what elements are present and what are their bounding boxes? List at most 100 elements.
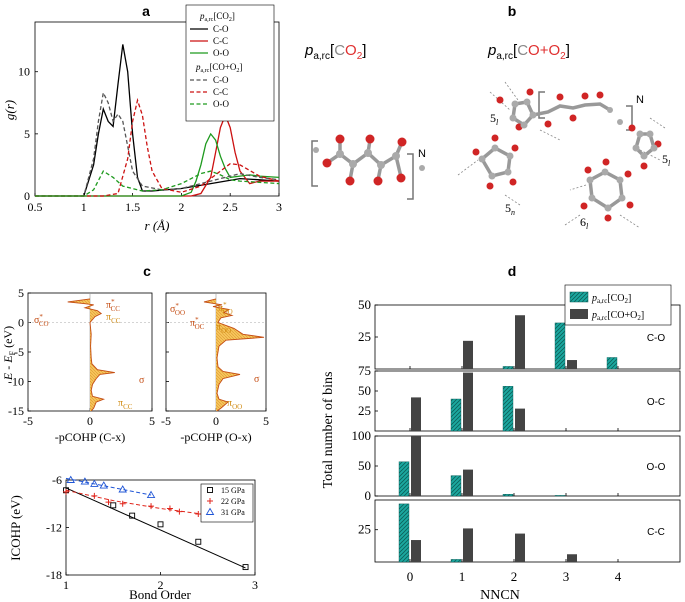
orbital-label-pi-oo-low: πOO bbox=[227, 398, 242, 411]
panel-label-d: d bbox=[508, 263, 517, 279]
marker-triangle bbox=[99, 481, 109, 489]
nncn-legend: pa,rc[CO2] pa,rc[CO+O2] bbox=[564, 284, 672, 326]
pcohp-ytick-label: 0 bbox=[18, 316, 24, 330]
orbital-label-pi-cc-star: π* CC bbox=[106, 298, 120, 313]
orbital-label-sigma-ox: σ bbox=[254, 374, 260, 385]
ring-label-5l-top: 5l bbox=[490, 111, 499, 127]
rdf-series-o-o-co-o2 bbox=[35, 170, 280, 197]
bar-co-o2 bbox=[411, 540, 421, 562]
pcohp-cx-chart: -5 0 550-5-10-15 E - EF (eV) -pCOHP (C-x) … bbox=[1, 286, 155, 444]
pcohp-ytick-label: 5 bbox=[18, 286, 24, 300]
pcohp-curve bbox=[67, 298, 115, 412]
icohp-xtick-label: 3 bbox=[252, 578, 258, 592]
orbital-label-pi-oo-star: π* OO bbox=[218, 301, 233, 316]
pcohp-ytick-label: -5 bbox=[14, 345, 24, 359]
marker-triangle bbox=[146, 490, 156, 498]
bar-subplot-o-c: 25 50 75 O-C bbox=[358, 363, 681, 432]
rdf-legend-label: C-C bbox=[213, 87, 228, 97]
marker-triangle bbox=[80, 477, 90, 485]
bar-subplot-frame bbox=[374, 370, 681, 432]
rdf-xtick-label: 1.5 bbox=[125, 200, 140, 214]
bar-subplot-label: C-C bbox=[647, 527, 665, 538]
bar-co-o2 bbox=[567, 360, 577, 369]
bar-xtick-label: 3 bbox=[563, 569, 570, 584]
rdf-xtick-label: 2 bbox=[178, 200, 184, 214]
bar-xtick-label: 0 bbox=[407, 569, 414, 584]
rdf-legend-title-co2: pa,rc[CO2] bbox=[199, 11, 235, 23]
nncn-legend-label-co2: pa,rc[CO2] bbox=[591, 293, 631, 305]
bar-subplot-label: C-O bbox=[647, 333, 666, 344]
co-o2-chain-n-label: N bbox=[636, 94, 644, 106]
icohp-fit-line bbox=[65, 487, 246, 569]
marker-plus bbox=[105, 499, 112, 506]
rdf-legend-label: O-O bbox=[213, 99, 229, 109]
rdf-legend-label: C-O bbox=[213, 75, 229, 85]
rdf-series-c-o-co-o2 bbox=[35, 90, 280, 197]
bar-ytick-label: 100 bbox=[352, 428, 372, 443]
pcohp-ox-xlabel: -pCOHP (O-x) bbox=[180, 430, 251, 444]
pcohp-xtick-label: -5 bbox=[161, 414, 171, 428]
bar-subplot-frame bbox=[374, 499, 681, 563]
bar-ytick-label: 50 bbox=[358, 458, 371, 473]
bar-co-o2 bbox=[463, 469, 473, 496]
orbital-label-pi-oo: πOO bbox=[216, 322, 231, 335]
marker-plus bbox=[119, 500, 126, 507]
icohp-xtick-label: 1 bbox=[63, 578, 69, 592]
nncn-legend-swatch-co2 bbox=[569, 291, 589, 303]
bar-ytick-label: 75 bbox=[358, 363, 371, 378]
marker-plus bbox=[166, 505, 173, 512]
marker-triangle bbox=[118, 485, 127, 493]
bar-co2 bbox=[450, 559, 462, 563]
bar-co2 bbox=[450, 398, 462, 432]
icohp-legend-label: 31 GPa bbox=[221, 508, 245, 517]
nncn-bar-chart: 25 50 C-O 25 50 75 O-C 0 50 100 O-O 25 C-C 0 1 2 3 4 Tota… bbox=[321, 284, 681, 602]
pcohp-cx-ylabel: E - EF (eV) bbox=[1, 326, 17, 381]
panel-label-a: a bbox=[142, 3, 150, 19]
structure-title-co2: pa,rc[CO2] bbox=[304, 42, 366, 62]
orbital-label-sigma-co-star: σ* CO bbox=[34, 313, 49, 328]
bar-co-o2 bbox=[515, 408, 525, 431]
pcohp-ytick-label: -15 bbox=[8, 404, 24, 418]
pcohp-xtick-label: 5 bbox=[263, 414, 269, 428]
pcohp-xtick-label: 0 bbox=[87, 414, 93, 428]
marker-triangle bbox=[66, 475, 76, 483]
rdf-series-c-c-co-o2 bbox=[35, 97, 280, 197]
bar-subplot-label: O-C bbox=[647, 397, 665, 408]
orbital-label-pi-oc-star: π* OC bbox=[190, 316, 205, 331]
rdf-series-c-o-co2 bbox=[35, 44, 280, 197]
bar-ytick-label: 50 bbox=[358, 297, 371, 312]
marker-square bbox=[195, 538, 202, 545]
bar-co-o2 bbox=[411, 397, 421, 431]
co2-chain-n-label: N bbox=[418, 148, 426, 160]
pcohp-xtick-label: -5 bbox=[23, 414, 33, 428]
bar-co-o2 bbox=[463, 372, 473, 431]
marker-square bbox=[157, 521, 164, 528]
icohp-legend-label: 15 GPa bbox=[221, 486, 245, 495]
bar-subplot-o-o: 0 50 100 O-O bbox=[352, 428, 681, 503]
bar-xtick-label: 1 bbox=[459, 569, 466, 584]
rdf-legend-label: C-C bbox=[213, 36, 228, 46]
bar-co2 bbox=[398, 503, 410, 563]
nncn-legend-label-co-o2: pa,rc[CO+O2] bbox=[591, 310, 644, 322]
marker-square bbox=[242, 564, 249, 571]
bar-co2 bbox=[606, 357, 618, 370]
structures-panel: pa,rc[CO2] pa,rc[CO+O2] N N bbox=[304, 42, 671, 231]
bar-ytick-label: 25 bbox=[358, 403, 371, 418]
bar-subplot-label: O-O bbox=[647, 462, 666, 473]
marker-triangle bbox=[205, 507, 215, 515]
panel-label-c: c bbox=[143, 263, 151, 279]
pcohp-area bbox=[204, 298, 264, 411]
rdf-ytick-label: 10 bbox=[18, 65, 30, 79]
marker-square bbox=[207, 487, 213, 493]
rdf-xtick-label: 2.5 bbox=[223, 200, 238, 214]
nncn-ylabel: Total number of bins bbox=[321, 372, 336, 489]
bar-ytick-label: 25 bbox=[358, 522, 371, 537]
rdf-ylabel: g(r) bbox=[2, 100, 17, 120]
rdf-legend-label: C-O bbox=[213, 24, 229, 34]
icohp-xlabel: Bond Order bbox=[129, 587, 191, 602]
pcohp-curve bbox=[203, 298, 265, 412]
rdf-ytick-label: 5 bbox=[24, 127, 30, 141]
bar-ytick-label: 25 bbox=[358, 329, 371, 344]
rdf-chart: 0.5 1 1.5 2 2.5 3 0 5 10 g(r) r (Å) pa,rc[CO2] p… bbox=[2, 4, 282, 233]
rdf-xtick-label: 3 bbox=[276, 200, 282, 214]
